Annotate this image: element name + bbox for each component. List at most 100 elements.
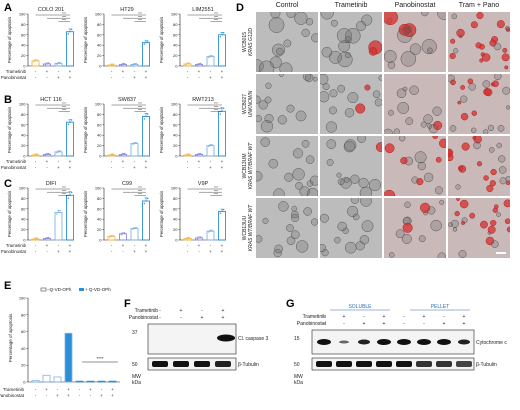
treatment-sign: +	[180, 308, 183, 314]
data-point	[188, 236, 190, 239]
y-tick-label: 80	[21, 112, 26, 117]
treatment-sign: -	[187, 165, 189, 170]
blot-f-label-caspase: Cl. caspase 3	[238, 336, 269, 342]
data-point	[47, 62, 50, 64]
microscopy-tile	[256, 74, 318, 134]
data-point	[57, 62, 60, 65]
data-point	[146, 113, 149, 115]
data-point	[198, 237, 200, 239]
bar	[31, 379, 40, 383]
bar	[206, 145, 215, 157]
treatment-sign: +	[198, 69, 201, 74]
blot-g-membrane-2	[311, 357, 475, 371]
data-point	[135, 227, 137, 229]
bar-chart-A1: COLO 201 Percentage of apoptosis 0 20 40 60 80…	[1, 7, 74, 80]
row-header: WCB015 KRAS G12D	[242, 27, 254, 57]
microscopy-tile	[320, 12, 382, 72]
bar	[53, 376, 62, 383]
chart-title: SW837	[118, 97, 136, 103]
treatment-sign: +	[145, 243, 148, 248]
treatment-sign: -	[35, 243, 37, 248]
bar	[31, 60, 40, 67]
data-point	[123, 62, 126, 65]
blot-f-mw2: 50	[132, 362, 138, 368]
y-tick-label: 0	[99, 64, 102, 69]
sig-stars: ****	[138, 192, 143, 196]
y-tick-label: 60	[97, 32, 102, 37]
y-tick-label: 20	[21, 227, 26, 232]
y-tick-label: 60	[97, 206, 102, 211]
data-point	[188, 62, 190, 64]
legend-swatch-minus	[40, 287, 47, 292]
treatment-sign: -	[210, 243, 212, 248]
panel-letter-f: F	[124, 298, 131, 310]
y-tick-label: 20	[21, 53, 26, 58]
blot-g-pellet: PELLET	[431, 304, 450, 310]
data-point	[135, 62, 137, 65]
y-tick-label: 0	[175, 238, 178, 243]
data-point	[56, 63, 58, 65]
treatment-sign: -	[35, 69, 37, 74]
data-point	[59, 150, 61, 152]
treatment-sign: -	[46, 75, 48, 80]
treatment-sign: +	[57, 249, 60, 254]
data-point	[33, 60, 35, 63]
y-tick-label: 40	[173, 133, 178, 138]
row-label-panobinostat: Panobinostat	[1, 165, 27, 170]
treatment-sign: +	[145, 69, 148, 74]
sig-stars: ****	[62, 15, 67, 19]
y-tick-label: 80	[97, 112, 102, 117]
treatment-sign: +	[46, 69, 49, 74]
treatment-sign: -	[111, 159, 113, 164]
bar	[142, 116, 150, 157]
data-point	[185, 64, 187, 66]
data-point	[198, 63, 200, 66]
row-label-trametinib: Trametinib	[6, 243, 27, 248]
data-point	[208, 231, 210, 233]
microscopy-tile	[256, 198, 318, 258]
data-point	[70, 191, 73, 194]
y-tick-label: 80	[173, 196, 178, 201]
treatment-sign: -	[35, 249, 37, 254]
data-point	[135, 141, 137, 144]
treatment-sign: +	[100, 393, 103, 398]
bar	[108, 380, 117, 383]
y-tick-label: 80	[21, 312, 26, 317]
treatment-sign: -	[201, 308, 203, 314]
treatment-sign: -	[198, 249, 200, 254]
sig-stars: ****	[214, 105, 219, 109]
y-tick-label: 100	[19, 102, 26, 107]
data-point	[199, 62, 202, 65]
sig-stars: ****	[138, 102, 143, 106]
treatment-sign: +	[69, 249, 72, 254]
data-point	[143, 118, 146, 120]
treatment-sign: -	[79, 393, 81, 398]
bar-chart-B3: RWT213 Percentage of apoptosis 0 20 40 60 80 10…	[159, 97, 226, 170]
blot-g-label-cyto: Cytochrome c	[476, 340, 507, 346]
y-tick-label: 40	[97, 217, 102, 222]
treatment-sign: +	[57, 165, 60, 170]
blot-f-label-tubulin: β-Tubulin	[238, 362, 259, 368]
y-tick-label: 0	[23, 238, 26, 243]
treatment-sign: +	[221, 75, 224, 80]
y-tick-label: 20	[97, 53, 102, 58]
data-point	[196, 154, 199, 156]
microscopy-tile	[448, 74, 510, 134]
data-point	[209, 55, 212, 58]
data-point	[211, 144, 213, 146]
data-point	[46, 63, 48, 65]
treatment-sign: -	[46, 249, 48, 254]
data-point	[211, 229, 213, 232]
data-point	[120, 154, 123, 156]
bar	[86, 380, 95, 383]
y-tick-label: 40	[21, 217, 26, 222]
data-point	[44, 238, 47, 240]
chart-ylabel: Percentage of apoptosis	[7, 17, 12, 63]
treatment-sign: +	[89, 387, 92, 392]
bar	[130, 143, 139, 157]
microscopy-tile	[448, 12, 510, 72]
data-point	[110, 154, 113, 156]
data-point	[199, 236, 202, 238]
data-point	[123, 232, 126, 234]
row-label-panobinostat: Panobinostat	[1, 75, 27, 80]
